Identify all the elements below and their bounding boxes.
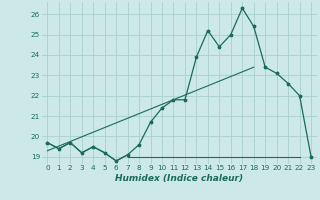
X-axis label: Humidex (Indice chaleur): Humidex (Indice chaleur) bbox=[115, 174, 243, 183]
